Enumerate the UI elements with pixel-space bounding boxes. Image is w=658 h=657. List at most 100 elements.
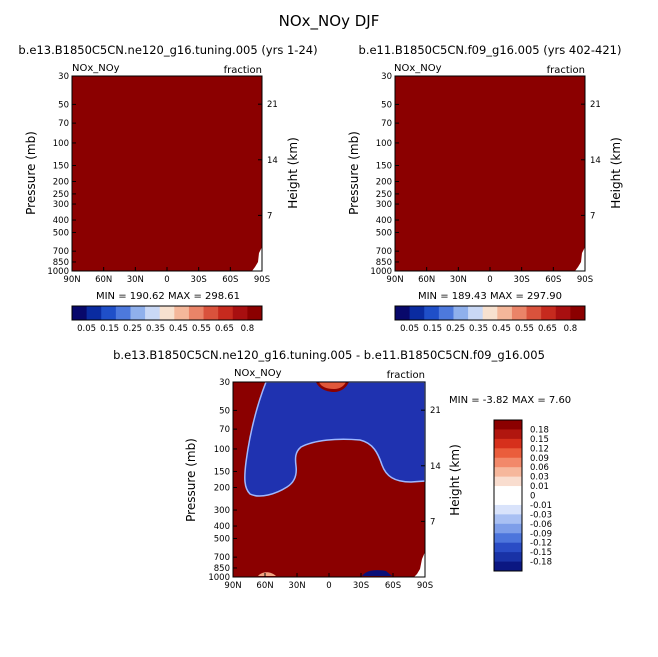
y-tick-label: 200 bbox=[376, 177, 392, 187]
colorbar-label: -0.01 bbox=[530, 501, 552, 511]
y2-tick-label: 14 bbox=[590, 156, 601, 166]
colorbar-swatch bbox=[159, 306, 175, 320]
figure-title: NOx_NOy DJF bbox=[279, 12, 380, 31]
colorbar-label: 0.65 bbox=[215, 324, 234, 334]
y-tick-label: 70 bbox=[219, 425, 230, 435]
colorbar-label: -0.09 bbox=[530, 529, 552, 539]
y2-tick-label: 14 bbox=[267, 156, 278, 166]
x-tick-label: 90S bbox=[254, 275, 270, 285]
colorbar-swatch bbox=[494, 542, 522, 553]
y2-tick-label: 21 bbox=[590, 100, 601, 110]
y-tick-label: 200 bbox=[53, 177, 69, 187]
x-tick-label: 60S bbox=[545, 275, 561, 285]
colorbar-label: 0.01 bbox=[530, 482, 549, 492]
colorbar-label: -0.12 bbox=[530, 539, 552, 549]
y-tick-label: 150 bbox=[376, 162, 392, 172]
y-tick-label: 30 bbox=[58, 72, 69, 82]
y-tick-label: 1000 bbox=[47, 267, 69, 277]
panel-2-y2label: Height (km) bbox=[609, 137, 623, 208]
x-tick-label: 30S bbox=[514, 275, 530, 285]
colorbar-label: 0.09 bbox=[530, 454, 549, 464]
panel-1: b.e13.B1850C5CN.ne120_g16.tuning.005 (yr… bbox=[18, 43, 317, 334]
y-tick-label: 300 bbox=[214, 506, 230, 516]
colorbar-label: 0.06 bbox=[530, 463, 549, 473]
colorbar-label: 0.45 bbox=[169, 324, 188, 334]
colorbar-label: 0.35 bbox=[146, 324, 165, 334]
colorbar-swatch bbox=[188, 306, 204, 320]
colorbar-label: 0.18 bbox=[530, 425, 549, 435]
panel-3-top-bubble-core bbox=[319, 382, 346, 389]
x-tick-label: 60N bbox=[95, 275, 112, 285]
colorbar-label: 0.35 bbox=[469, 324, 488, 334]
panel-1-missing-region bbox=[252, 247, 262, 271]
colorbar-swatch bbox=[494, 448, 522, 459]
colorbar-label: 0.45 bbox=[492, 324, 511, 334]
colorbar-frame bbox=[493, 419, 523, 572]
panel-2-ylabel: Pressure (mb) bbox=[347, 131, 361, 215]
panel-1-y2label: Height (km) bbox=[286, 137, 300, 208]
colorbar-swatch bbox=[511, 306, 527, 320]
panel-3-y2-ticks: 21 14 7 bbox=[421, 406, 441, 527]
y-tick-label: 400 bbox=[53, 216, 69, 226]
colorbar-swatch bbox=[494, 457, 522, 468]
y-tick-label: 700 bbox=[53, 247, 69, 257]
x-tick-label: 30S bbox=[191, 275, 207, 285]
colorbar-swatch bbox=[494, 514, 522, 525]
colorbar-swatch bbox=[494, 476, 522, 487]
colorbar-swatch bbox=[494, 504, 522, 515]
y2-tick-label: 7 bbox=[590, 211, 595, 221]
colorbar-label: 0.65 bbox=[538, 324, 557, 334]
colorbar-swatch bbox=[115, 306, 131, 320]
x-tick-label: 30N bbox=[450, 275, 467, 285]
colorbar-swatch bbox=[494, 523, 522, 534]
colorbar-label: 0.55 bbox=[192, 324, 211, 334]
y2-tick-label: 21 bbox=[267, 100, 278, 110]
colorbar-swatch bbox=[247, 306, 263, 320]
y-tick-label: 500 bbox=[214, 534, 230, 544]
colorbar-swatch bbox=[494, 438, 522, 449]
colorbar-label: 0.12 bbox=[530, 444, 549, 454]
colorbar-swatch bbox=[497, 306, 513, 320]
colorbar-label: -0.03 bbox=[530, 510, 552, 520]
y-tick-label: 100 bbox=[53, 139, 69, 149]
colorbar-label: 0.15 bbox=[100, 324, 119, 334]
panel-1-y2-ticks: 21 14 7 bbox=[258, 100, 278, 221]
y-tick-label: 100 bbox=[376, 139, 392, 149]
panel-3-right-label: fraction bbox=[387, 370, 425, 381]
panel-3-negative-region bbox=[244, 381, 426, 497]
colorbar-label: 0.55 bbox=[515, 324, 534, 334]
panel-2-right-label: fraction bbox=[547, 65, 585, 76]
x-tick-label: 90N bbox=[63, 275, 80, 285]
colorbar-swatch bbox=[494, 429, 522, 440]
colorbar-frame bbox=[394, 305, 586, 321]
panel-2-left-label: NOx_NOy bbox=[394, 63, 442, 74]
panel-1-right-label: fraction bbox=[224, 65, 262, 76]
colorbar-swatch bbox=[494, 467, 522, 478]
colorbar-swatch bbox=[468, 306, 484, 320]
colorbar-swatch bbox=[494, 552, 522, 562]
colorbar-swatch bbox=[424, 306, 440, 320]
colorbar-swatch bbox=[482, 306, 498, 320]
colorbar-swatch bbox=[86, 306, 102, 320]
panel-2-x-ticks: 90N 60N 30N 0 30S 60S 90S bbox=[386, 267, 593, 285]
y-tick-label: 70 bbox=[58, 119, 69, 129]
colorbar-swatch bbox=[494, 561, 522, 572]
y-tick-label: 400 bbox=[214, 522, 230, 532]
x-tick-label: 90N bbox=[224, 581, 241, 591]
panel-2: b.e11.B1850C5CN.f09_g16.005 (yrs 402-421… bbox=[347, 43, 623, 334]
colorbar-swatch bbox=[203, 306, 219, 320]
colorbar-swatch bbox=[494, 486, 522, 496]
colorbar-label: -0.06 bbox=[530, 520, 552, 530]
y-tick-label: 70 bbox=[381, 119, 392, 129]
x-tick-label: 60N bbox=[418, 275, 435, 285]
colorbar-swatch bbox=[232, 306, 248, 320]
colorbar-swatch bbox=[494, 495, 522, 506]
panel-1-ylabel: Pressure (mb) bbox=[24, 131, 38, 215]
panel-3-surface-negative-patch bbox=[362, 570, 392, 576]
panel-1-x-ticks: 90N 60N 30N 0 30S 60S 90S bbox=[63, 267, 270, 285]
panel-1-colorbar: 0.05 0.15 0.25 0.35 0.45 0.55 0.65 0.8 bbox=[71, 305, 263, 334]
colorbar-label: 0.15 bbox=[423, 324, 442, 334]
x-tick-label: 0 bbox=[487, 275, 492, 285]
